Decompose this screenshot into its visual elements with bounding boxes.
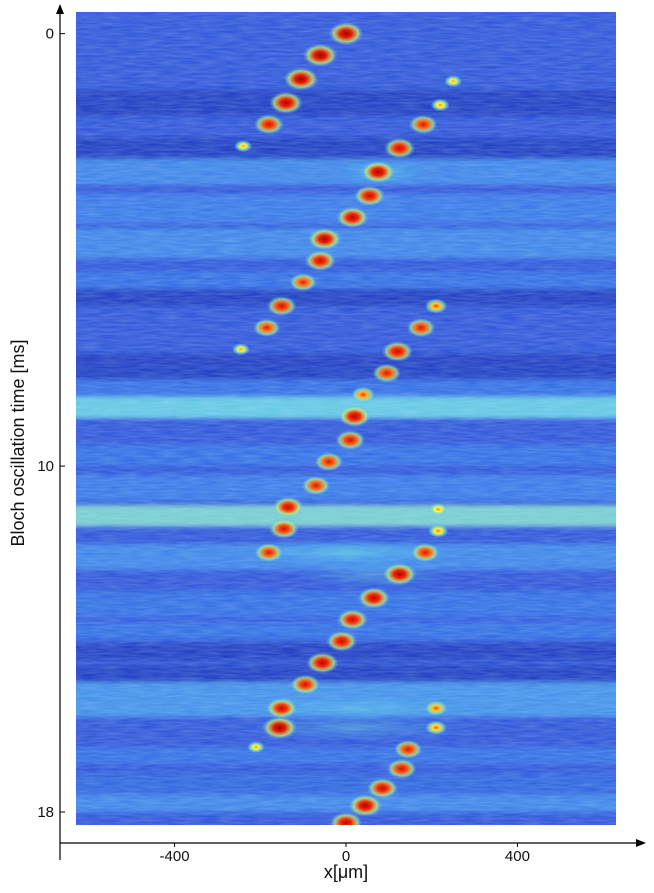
diffuse-cloud-2: [286, 559, 458, 590]
diffuse-cloud-1: [217, 537, 475, 568]
x-axis-arrow: [636, 839, 646, 847]
peak-13: [307, 227, 342, 251]
x-tick-label-1: 0: [342, 848, 350, 865]
peak-6: [253, 114, 284, 135]
peak-11: [353, 185, 386, 207]
wavepacket-peaks: [231, 21, 463, 825]
peak-4: [269, 91, 303, 115]
x-tick-label-2: 400: [505, 848, 530, 865]
peak-41: [424, 700, 448, 716]
peak-30: [268, 518, 299, 539]
y-axis-title: Bloch oscillation time [ms]: [8, 339, 28, 546]
x-axis-title: x[μm]: [324, 862, 368, 882]
peak-48: [348, 794, 383, 817]
peak-49: [329, 811, 363, 825]
peak-9: [383, 137, 416, 159]
y-tick-label-0: 0: [46, 26, 54, 43]
diffuse-cloud-4: [238, 693, 479, 724]
peak-15: [289, 273, 318, 292]
peak-24: [338, 405, 371, 428]
y-tick-label-1: 10: [37, 458, 54, 475]
peak-39: [290, 674, 321, 695]
peak-35: [357, 587, 391, 609]
peak-20: [231, 343, 251, 356]
peak-44: [246, 741, 266, 754]
peak-17: [424, 298, 448, 314]
peak-31: [427, 524, 449, 538]
peak-10: [361, 160, 396, 184]
peak-0: [328, 21, 364, 46]
peak-46: [386, 758, 417, 779]
peak-7: [408, 114, 438, 135]
y-ticks: 0 10 18: [37, 26, 65, 821]
peak-29: [428, 502, 448, 516]
x-tick-label-0: -400: [160, 848, 190, 865]
peak-14: [304, 250, 337, 272]
peak-19: [406, 318, 436, 338]
peak-12: [336, 206, 369, 229]
peak-45: [393, 739, 423, 759]
peak-37: [325, 630, 358, 652]
peak-2: [283, 67, 319, 91]
peak-43: [425, 720, 447, 735]
peak-22: [372, 363, 402, 383]
peak-21: [381, 340, 414, 362]
y-tick-label-2: 18: [37, 804, 54, 821]
peak-26: [314, 452, 344, 472]
peak-23: [351, 386, 376, 403]
peak-40: [265, 697, 298, 719]
peak-38: [306, 651, 339, 674]
peak-5: [430, 98, 450, 112]
peak-25: [335, 430, 366, 451]
peak-32: [254, 542, 284, 563]
peak-16: [266, 295, 297, 317]
peak-27: [301, 475, 331, 496]
peak-3: [444, 75, 463, 88]
axes: -400 0 400 0 10 18 x[μm] Bloch oscillation t…: [8, 4, 646, 882]
y-axis-arrow: [56, 4, 64, 14]
peak-18: [252, 318, 281, 337]
peak-34: [382, 562, 417, 586]
peak-8: [234, 140, 253, 153]
x-ticks: -400 0 400: [160, 843, 530, 865]
plot-area: [76, 12, 616, 825]
peak-42: [262, 715, 298, 740]
peak-36: [336, 609, 369, 631]
peak-33: [410, 542, 440, 563]
peak-1: [302, 43, 338, 67]
peak-28: [272, 496, 304, 518]
peak-47: [366, 777, 399, 799]
